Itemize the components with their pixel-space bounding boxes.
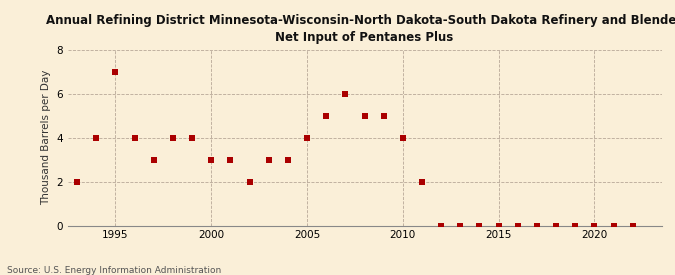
Point [570,223,580,228]
Point [225,157,236,162]
Text: Source: U.S. Energy Information Administration: Source: U.S. Energy Information Administ… [7,266,221,275]
Point [627,223,638,228]
Point [91,135,102,140]
Point [474,223,485,228]
Point [512,223,523,228]
Point [436,223,447,228]
Point [167,135,178,140]
Point [416,179,427,184]
Point [531,223,542,228]
Point [551,223,562,228]
Point [129,135,140,140]
Point [608,223,619,228]
Point [378,113,389,118]
Point [244,179,255,184]
Point [282,157,293,162]
Point [302,135,313,140]
Point [72,179,82,184]
Point [455,223,466,228]
Point [321,113,331,118]
Point [263,157,274,162]
Point [340,91,351,96]
Point [589,223,600,228]
Point [493,223,504,228]
Title: Annual Refining District Minnesota-Wisconsin-North Dakota-South Dakota Refinery : Annual Refining District Minnesota-Wisco… [47,14,675,44]
Point [110,69,121,74]
Y-axis label: Thousand Barrels per Day: Thousand Barrels per Day [41,70,51,205]
Point [206,157,217,162]
Point [148,157,159,162]
Point [398,135,408,140]
Point [359,113,370,118]
Point [187,135,198,140]
